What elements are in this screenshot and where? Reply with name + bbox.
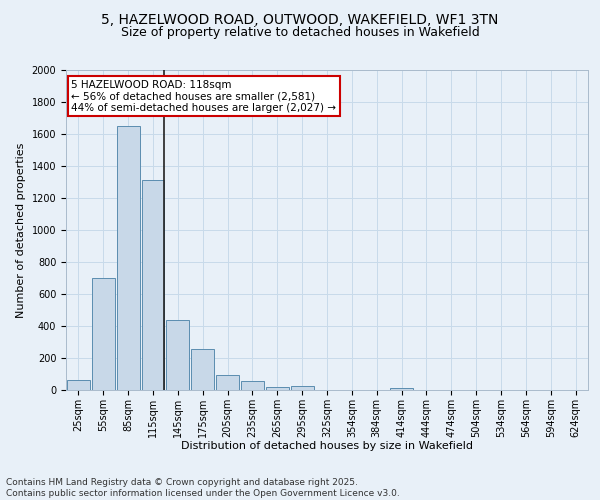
Bar <box>291 386 314 390</box>
Bar <box>142 180 164 390</box>
Bar <box>390 388 413 390</box>
Text: 5 HAZELWOOD ROAD: 118sqm
← 56% of detached houses are smaller (2,581)
44% of sem: 5 HAZELWOOD ROAD: 118sqm ← 56% of detach… <box>71 80 336 113</box>
Text: Contains HM Land Registry data © Crown copyright and database right 2025.
Contai: Contains HM Land Registry data © Crown c… <box>6 478 400 498</box>
X-axis label: Distribution of detached houses by size in Wakefield: Distribution of detached houses by size … <box>181 441 473 451</box>
Y-axis label: Number of detached properties: Number of detached properties <box>16 142 26 318</box>
Bar <box>266 387 289 390</box>
Text: 5, HAZELWOOD ROAD, OUTWOOD, WAKEFIELD, WF1 3TN: 5, HAZELWOOD ROAD, OUTWOOD, WAKEFIELD, W… <box>101 12 499 26</box>
Bar <box>117 126 140 390</box>
Bar <box>92 278 115 390</box>
Bar <box>216 375 239 390</box>
Text: Size of property relative to detached houses in Wakefield: Size of property relative to detached ho… <box>121 26 479 39</box>
Bar <box>166 320 189 390</box>
Bar <box>241 381 264 390</box>
Bar <box>191 349 214 390</box>
Bar <box>67 380 90 390</box>
